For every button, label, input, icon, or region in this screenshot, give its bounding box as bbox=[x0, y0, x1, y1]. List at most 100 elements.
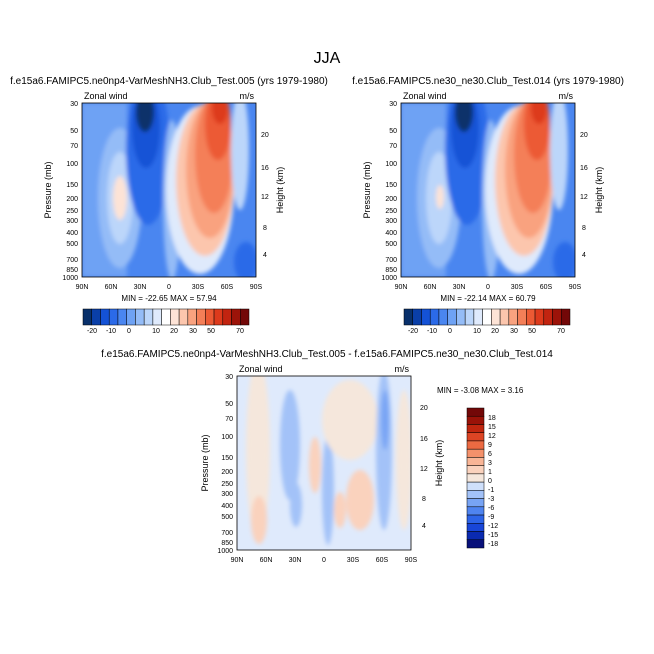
panel-b-minmax: MIN = -22.14 MAX = 60.79 bbox=[440, 294, 536, 303]
colorbar-label: 70 bbox=[557, 328, 565, 335]
panel-b-field bbox=[401, 103, 575, 277]
panel-c-ylabel-right: Height (km) bbox=[434, 440, 444, 487]
panel-a-colorbar-labels: -20 -10 0 10 20 30 50 70 bbox=[87, 328, 244, 335]
colorbar-swatch bbox=[403, 308, 413, 326]
y-tick-label: 70 bbox=[225, 416, 233, 423]
y-tick-label: 300 bbox=[385, 218, 397, 225]
colorbar-swatch bbox=[466, 490, 485, 499]
x-tick-label: 60S bbox=[376, 557, 389, 564]
y-right-tick-label: 16 bbox=[420, 436, 428, 443]
y-right-tick-label: 8 bbox=[582, 225, 586, 232]
panel-a-y-right-ticks: 20 16 12 8 4 bbox=[261, 132, 269, 259]
panel-c-ylabel: Pressure (mb) bbox=[200, 434, 210, 491]
colorbar-label: -1 bbox=[488, 487, 494, 494]
colorbar-swatch bbox=[178, 308, 189, 326]
y-right-tick-label: 4 bbox=[582, 252, 586, 259]
colorbar-swatch bbox=[456, 308, 466, 326]
y-tick-label: 50 bbox=[389, 128, 397, 135]
colorbar-label: 70 bbox=[236, 328, 244, 335]
colorbar-swatch bbox=[466, 448, 485, 458]
y-tick-label: 500 bbox=[385, 241, 397, 248]
colorbar-label: -20 bbox=[408, 328, 418, 335]
y-right-tick-label: 12 bbox=[420, 466, 428, 473]
colorbar-label: 0 bbox=[127, 328, 131, 335]
colorbar-label: 12 bbox=[488, 433, 496, 440]
x-tick-label: 90S bbox=[250, 284, 263, 291]
colorbar-swatch bbox=[117, 308, 127, 326]
colorbar-swatch bbox=[82, 308, 92, 326]
y-right-tick-label: 8 bbox=[263, 225, 267, 232]
colorbar-label: 1 bbox=[488, 469, 492, 476]
colorbar-label: 18 bbox=[488, 415, 496, 422]
colorbar-label: 20 bbox=[170, 328, 178, 335]
panel-c-colorbar-labels: 18 15 12 9 6 3 1 0 -1 -3 -6 -9 -12 -15 -… bbox=[488, 415, 498, 548]
colorbar-swatch bbox=[543, 308, 553, 326]
x-tick-label: 0 bbox=[486, 284, 490, 291]
colorbar-label: -18 bbox=[488, 541, 498, 548]
panel-a-ylabel-right: Height (km) bbox=[275, 167, 285, 214]
y-right-tick-label: 20 bbox=[261, 132, 269, 139]
colorbar-label: -20 bbox=[87, 328, 97, 335]
y-tick-label: 700 bbox=[385, 257, 397, 264]
colorbar-swatch bbox=[91, 308, 101, 326]
y-tick-label: 70 bbox=[389, 143, 397, 150]
colorbar-label: 30 bbox=[189, 328, 197, 335]
colorbar-swatch bbox=[100, 308, 110, 326]
x-tick-label: 90S bbox=[569, 284, 582, 291]
colorbar-swatch bbox=[466, 473, 485, 483]
panel-a-frame bbox=[81, 102, 257, 278]
y-right-tick-label: 16 bbox=[261, 165, 269, 172]
colorbar-swatch bbox=[466, 415, 485, 425]
y-right-tick-label: 20 bbox=[580, 132, 588, 139]
panel-c-x-ticks: 90N 60N 30N 0 30S 60S 90S bbox=[231, 557, 418, 564]
colorbar-swatch bbox=[517, 308, 527, 326]
panel-c-left-label: Zonal wind bbox=[239, 364, 283, 374]
colorbar-swatch bbox=[222, 308, 232, 326]
colorbar-label: 15 bbox=[488, 424, 496, 431]
x-tick-label: 60N bbox=[105, 284, 118, 291]
y-tick-label: 250 bbox=[385, 208, 397, 215]
colorbar-swatch bbox=[491, 308, 501, 326]
y-tick-label: 200 bbox=[221, 469, 233, 476]
colorbar-label: 50 bbox=[207, 328, 215, 335]
x-tick-label: 30S bbox=[511, 284, 524, 291]
colorbar-swatch bbox=[466, 424, 485, 433]
panel-b-y-right-ticks: 20 16 12 8 4 bbox=[580, 132, 588, 259]
panel-a-ylabel: Pressure (mb) bbox=[43, 161, 53, 218]
y-tick-label: 250 bbox=[66, 208, 78, 215]
y-right-tick-label: 20 bbox=[420, 405, 428, 412]
y-tick-label: 500 bbox=[221, 514, 233, 521]
x-tick-label: 90N bbox=[76, 284, 89, 291]
y-right-tick-label: 12 bbox=[580, 194, 588, 201]
colorbar-swatch bbox=[466, 481, 485, 491]
panel-c-units: m/s bbox=[395, 364, 410, 374]
colorbar-label: 10 bbox=[152, 328, 160, 335]
colorbar-swatch bbox=[473, 308, 483, 326]
y-right-tick-label: 12 bbox=[261, 194, 269, 201]
colorbar-label: -15 bbox=[488, 532, 498, 539]
x-tick-label: 30S bbox=[192, 284, 205, 291]
y-tick-label: 30 bbox=[70, 101, 78, 108]
colorbar-label: 50 bbox=[528, 328, 536, 335]
figure-title: JJA bbox=[314, 50, 341, 67]
colorbar-swatch bbox=[240, 308, 250, 326]
y-tick-label: 150 bbox=[385, 182, 397, 189]
y-tick-label: 200 bbox=[66, 196, 78, 203]
y-tick-label: 400 bbox=[66, 230, 78, 237]
colorbar-swatch bbox=[464, 308, 475, 326]
colorbar-swatch bbox=[152, 308, 162, 326]
panel-c-field bbox=[237, 376, 411, 550]
y-tick-label: 300 bbox=[66, 218, 78, 225]
panel-c-colorbar bbox=[466, 407, 485, 549]
panel-b-left-label: Zonal wind bbox=[403, 91, 447, 101]
panel-b-ylabel-right: Height (km) bbox=[594, 167, 604, 214]
colorbar-swatch bbox=[126, 308, 136, 326]
y-tick-label: 850 bbox=[221, 540, 233, 547]
panel-a-x-ticks: 90N 60N 30N 0 30S 60S 90S bbox=[76, 284, 263, 291]
colorbar-label: 6 bbox=[488, 451, 492, 458]
colorbar-swatch bbox=[561, 308, 571, 326]
y-tick-label: 1000 bbox=[62, 275, 78, 282]
colorbar-swatch bbox=[438, 308, 448, 326]
colorbar-swatch bbox=[466, 407, 485, 417]
colorbar-label: 0 bbox=[448, 328, 452, 335]
